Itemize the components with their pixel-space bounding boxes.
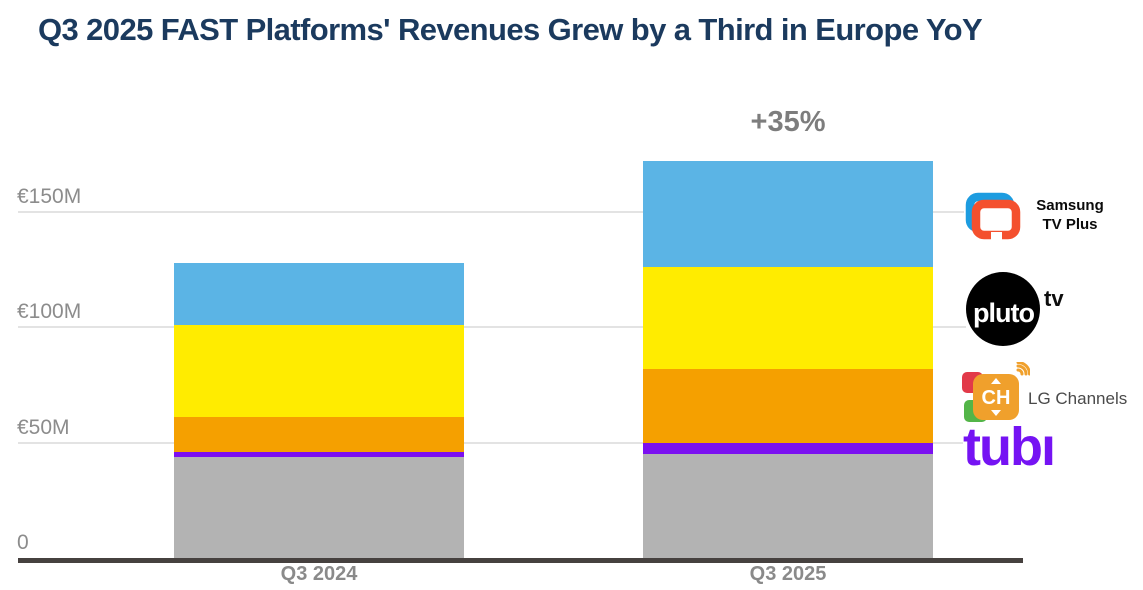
y-axis-label-0: 0	[17, 531, 29, 554]
x-axis-label-q3-2024: Q3 2024	[280, 563, 358, 585]
pluto-tv-logo-icon: pluto	[966, 272, 1040, 346]
pluto-logo-wordmark: pluto	[973, 298, 1035, 328]
bar-segment-q3-2025-samsung-tv-plus	[643, 161, 933, 268]
legend-label-samsung-tv-plus: Samsung TV Plus	[1024, 196, 1116, 234]
gridline-150	[18, 210, 1040, 213]
y-axis-label-100: €100M	[17, 300, 82, 324]
legend-item-pluto-tv: pluto tv	[966, 271, 1078, 347]
gridline-50	[18, 441, 1040, 444]
gridline-100	[18, 326, 1040, 329]
legend-label-samsung-line2: TV Plus	[1042, 216, 1098, 233]
bar-segment-q3-2024-pluto-tv	[174, 325, 464, 418]
legend-item-tubi: tubı	[963, 419, 1081, 476]
legend-label-lg-channels: LG Channels	[1028, 389, 1128, 408]
y-axis-label-50: €50M	[17, 415, 70, 439]
legend-label-samsung-line1: Samsung	[1036, 197, 1104, 214]
y-axis-label-150: €150M	[17, 184, 82, 208]
x-axis-line	[18, 558, 1023, 563]
legend-item-samsung-tv-plus: Samsung TV Plus	[964, 190, 1124, 244]
chart-title: Q3 2025 FAST Platforms' Revenues Grew by…	[38, 12, 983, 47]
growth-annotation: +35%	[750, 106, 826, 138]
bar-segment-q3-2024-other	[174, 456, 464, 558]
bar-segment-q3-2024-samsung-tv-plus	[174, 262, 464, 325]
lg-logo-ch-text: CH	[982, 387, 1011, 409]
lg-channels-logo-icon: CH	[962, 362, 1030, 422]
bar-segment-q3-2024-tubi	[174, 451, 464, 457]
samsung-tv-plus-logo-icon	[965, 192, 1021, 242]
bar-segment-q3-2024-lg-channels	[174, 417, 464, 452]
pluto-logo-tv-suffix: tv	[1044, 286, 1064, 311]
bar-segment-q3-2025-tubi	[643, 442, 933, 455]
bar-segment-q3-2025-lg-channels	[643, 368, 933, 443]
bar-segment-q3-2025-pluto-tv	[643, 267, 933, 369]
x-axis-label-q3-2025: Q3 2025	[749, 563, 827, 585]
legend-item-lg-channels: CH LG Channels	[960, 362, 1142, 424]
tubi-logo-wordmark: tubı	[963, 417, 1056, 477]
bar-segment-q3-2025-other	[643, 454, 933, 558]
